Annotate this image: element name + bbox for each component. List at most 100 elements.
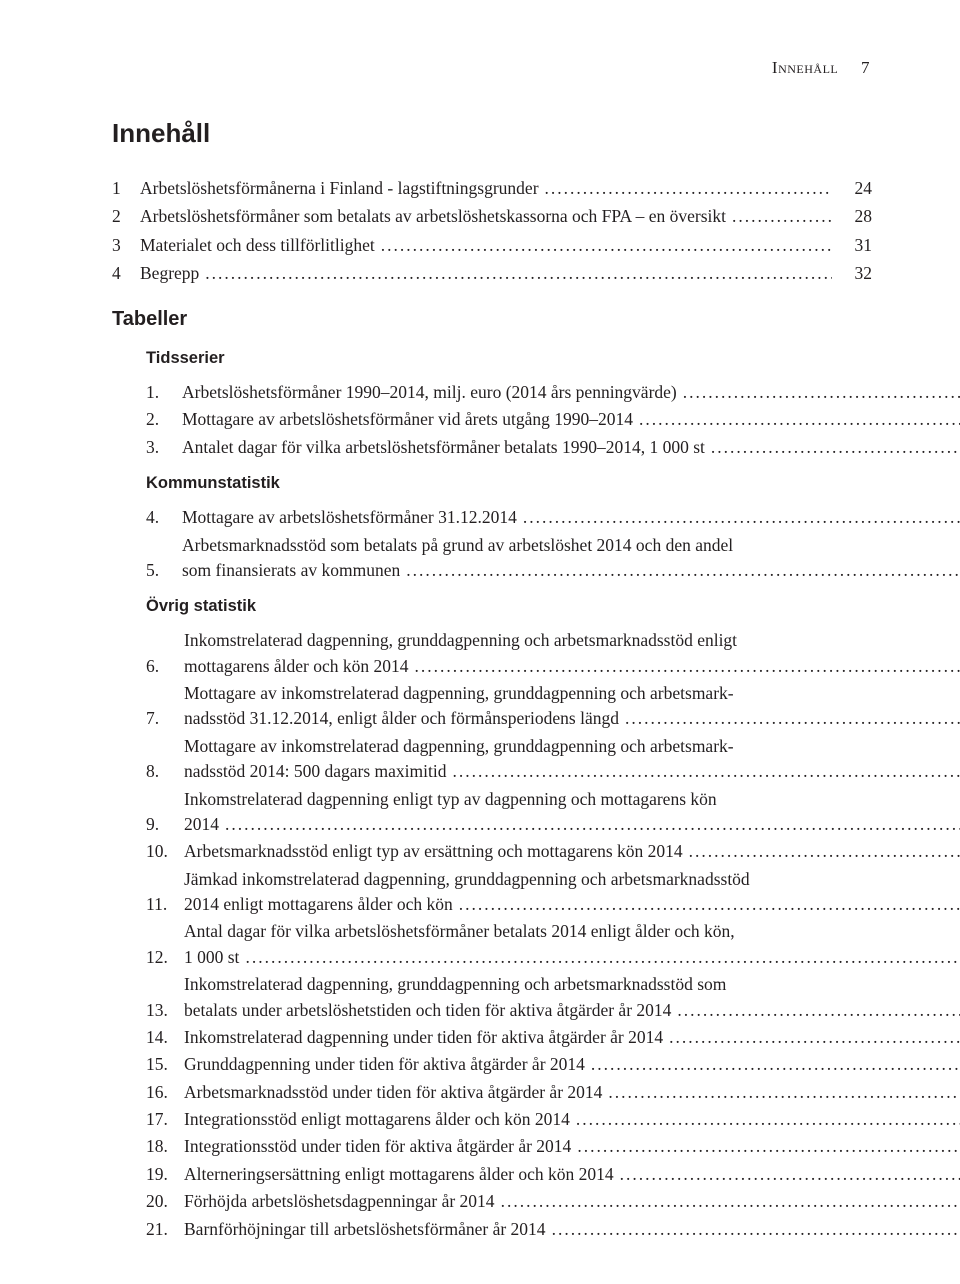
- dot-leaders: [245, 945, 960, 970]
- running-head-page: 7: [861, 58, 870, 77]
- toc-entry-number: 14.: [146, 1025, 184, 1050]
- toc-entry-line-text: Antalet dagar för vilka arbetslöshetsför…: [182, 435, 705, 460]
- toc-entry-number: 11.: [146, 892, 184, 917]
- toc-entry-lastline: 2014 enligt mottagarens ålder och kön: [184, 892, 960, 917]
- toc-entry-lastline: nadsstöd 31.12.2014, enligt ålder och fö…: [184, 706, 960, 731]
- toc-entry: 3.Antalet dagar för vilka arbetslöshetsf…: [146, 435, 872, 460]
- dot-leaders: [381, 232, 832, 258]
- toc-entry-text: Barnförhöjningar till arbetslöshetsförmå…: [184, 1217, 960, 1242]
- chapter-page: 24: [838, 175, 872, 201]
- toc-entry-text: Arbetsmarknadsstöd enligt typ av ersättn…: [184, 839, 960, 864]
- toc-entry-lastline: Arbetsmarknadsstöd under tiden för aktiv…: [184, 1080, 960, 1105]
- toc-entry-line: Jämkad inkomstrelaterad dagpenning, grun…: [184, 867, 960, 892]
- toc-entry: 11.Jämkad inkomstrelaterad dagpenning, g…: [146, 867, 872, 918]
- toc-entry-text: Mottagare av arbetslöshetsförmåner 31.12…: [182, 505, 960, 530]
- dot-leaders: [620, 1162, 960, 1187]
- chapter-label: Arbetslöshetsförmåner som betalats av ar…: [140, 203, 726, 229]
- toc-entry-number: 19.: [146, 1162, 184, 1187]
- toc-entry-number: 4.: [146, 505, 182, 530]
- toc-entry-number: 17.: [146, 1107, 184, 1132]
- toc-entry-number: 9.: [146, 812, 184, 837]
- toc-entry-number: 20.: [146, 1189, 184, 1214]
- toc-entry: 16.Arbetsmarknadsstöd under tiden för ak…: [146, 1080, 872, 1105]
- toc-entry-lastline: Arbetsmarknadsstöd enligt typ av ersättn…: [184, 839, 960, 864]
- toc-entry-number: 15.: [146, 1052, 184, 1077]
- dot-leaders: [669, 1025, 960, 1050]
- toc-entry: 2.Mottagare av arbetslöshetsförmåner vid…: [146, 407, 872, 432]
- toc-entry-line: Inkomstrelaterad dagpenning, grunddagpen…: [184, 628, 960, 653]
- chapter-list: 1Arbetslöshetsförmånerna i Finland - lag…: [112, 175, 872, 286]
- chapter-label: Materialet och dess tillförlitlighet: [140, 232, 375, 258]
- dot-leaders: [577, 1134, 960, 1159]
- dot-leaders: [545, 175, 832, 201]
- toc-entry-lastline: Barnförhöjningar till arbetslöshetsförmå…: [184, 1217, 960, 1242]
- toc-entry-line-text: nadsstöd 31.12.2014, enligt ålder och fö…: [184, 706, 619, 731]
- toc-entry-line-text: som finansierats av kommunen: [182, 558, 400, 583]
- toc-entry-lastline: Arbetslöshetsförmåner 1990–2014, milj. e…: [182, 380, 960, 405]
- toc-entry: 20.Förhöjda arbetslöshetsdagpenningar år…: [146, 1189, 872, 1214]
- kommun-heading: Kommunstatistik: [146, 474, 872, 493]
- toc-entry-text: Integrationsstöd enligt mottagarens ålde…: [184, 1107, 960, 1132]
- toc-entry-text: Inkomstrelaterad dagpenning, grunddagpen…: [184, 628, 960, 679]
- toc-entry-number: 21.: [146, 1217, 184, 1242]
- chapter-label-wrap: Materialet och dess tillförlitlighet: [140, 232, 838, 258]
- tidsserier-list: 1.Arbetslöshetsförmåner 1990–2014, milj.…: [112, 380, 872, 460]
- toc-entry-number: 8.: [146, 759, 184, 784]
- toc-entry-line-text: Arbetslöshetsförmåner 1990–2014, milj. e…: [182, 380, 677, 405]
- toc-entry-line-text: 2014 enligt mottagarens ålder och kön: [184, 892, 453, 917]
- toc-entry-line-text: Arbetsmarknadsstöd enligt typ av ersättn…: [184, 839, 683, 864]
- toc-entry-text: Mottagare av inkomstrelaterad dagpenning…: [184, 734, 960, 785]
- toc-entry: 5.Arbetsmarknadsstöd som betalats på gru…: [146, 533, 872, 584]
- toc-entry-lastline: Integrationsstöd enligt mottagarens ålde…: [184, 1107, 960, 1132]
- dot-leaders: [406, 558, 960, 583]
- dot-leaders: [523, 505, 960, 530]
- dot-leaders: [452, 759, 960, 784]
- toc-entry-lastline: Grunddagpenning under tiden för aktiva å…: [184, 1052, 960, 1077]
- toc-entry-line-text: 1 000 st: [184, 945, 239, 970]
- ovrig-heading: Övrig statistik: [146, 597, 872, 616]
- toc-entry-lastline: Antalet dagar för vilka arbetslöshetsför…: [182, 435, 960, 460]
- dot-leaders: [552, 1217, 960, 1242]
- chapter-number: 2: [112, 203, 140, 229]
- toc-entry-line-text: Förhöjda arbetslöshetsdagpenningar år 20…: [184, 1189, 495, 1214]
- toc-entry-lastline: betalats under arbetslöshetstiden och ti…: [184, 998, 960, 1023]
- toc-entry-line-text: betalats under arbetslöshetstiden och ti…: [184, 998, 671, 1023]
- chapter-label: Arbetslöshetsförmånerna i Finland - lags…: [140, 175, 539, 201]
- dot-leaders: [608, 1080, 960, 1105]
- toc-entry-text: Grunddagpenning under tiden för aktiva å…: [184, 1052, 960, 1077]
- toc-entry-number: 18.: [146, 1134, 184, 1159]
- chapter-page: 32: [838, 260, 872, 286]
- chapter-number: 1: [112, 175, 140, 201]
- toc-entry-lastline: Mottagare av arbetslöshetsförmåner 31.12…: [182, 505, 960, 530]
- toc-entry-lastline: 1 000 st: [184, 945, 960, 970]
- toc-entry: 9.Inkomstrelaterad dagpenning enligt typ…: [146, 787, 872, 838]
- toc-entry-line: Inkomstrelaterad dagpenning, grunddagpen…: [184, 972, 960, 997]
- dot-leaders: [415, 654, 960, 679]
- chapter-label-wrap: Arbetslöshetsförmånerna i Finland - lags…: [140, 175, 838, 201]
- toc-entry-line-text: Inkomstrelaterad dagpenning under tiden …: [184, 1025, 663, 1050]
- toc-entry-number: 6.: [146, 654, 184, 679]
- toc-entry-lastline: som finansierats av kommunen: [182, 558, 960, 583]
- dot-leaders: [625, 706, 960, 731]
- toc-entry-lastline: 2014: [184, 812, 960, 837]
- dot-leaders: [689, 839, 960, 864]
- toc-entry-text: Jämkad inkomstrelaterad dagpenning, grun…: [184, 867, 960, 918]
- ovrig-list: 6.Inkomstrelaterad dagpenning, grunddagp…: [112, 628, 872, 1242]
- toc-entry-line: Mottagare av inkomstrelaterad dagpenning…: [184, 681, 960, 706]
- toc-entry-text: Mottagare av arbetslöshetsförmåner vid å…: [182, 407, 960, 432]
- toc-entry-text: Antal dagar för vilka arbetslöshetsförmå…: [184, 919, 960, 970]
- dot-leaders: [639, 407, 960, 432]
- toc-entry-number: 13.: [146, 998, 184, 1023]
- toc-entry-line-text: Grunddagpenning under tiden för aktiva å…: [184, 1052, 585, 1077]
- dot-leaders: [677, 998, 960, 1023]
- toc-entry: 7.Mottagare av inkomstrelaterad dagpenni…: [146, 681, 872, 732]
- toc-entry-number: 1.: [146, 380, 182, 405]
- chapter-page: 28: [838, 203, 872, 229]
- toc-entry-line-text: mottagarens ålder och kön 2014: [184, 654, 409, 679]
- chapter-number: 3: [112, 232, 140, 258]
- toc-entry-line: Mottagare av inkomstrelaterad dagpenning…: [184, 734, 960, 759]
- dot-leaders: [732, 203, 832, 229]
- toc-entry-lastline: Mottagare av arbetslöshetsförmåner vid å…: [182, 407, 960, 432]
- dot-leaders: [683, 380, 960, 405]
- toc-entry-text: Arbetslöshetsförmåner 1990–2014, milj. e…: [182, 380, 960, 405]
